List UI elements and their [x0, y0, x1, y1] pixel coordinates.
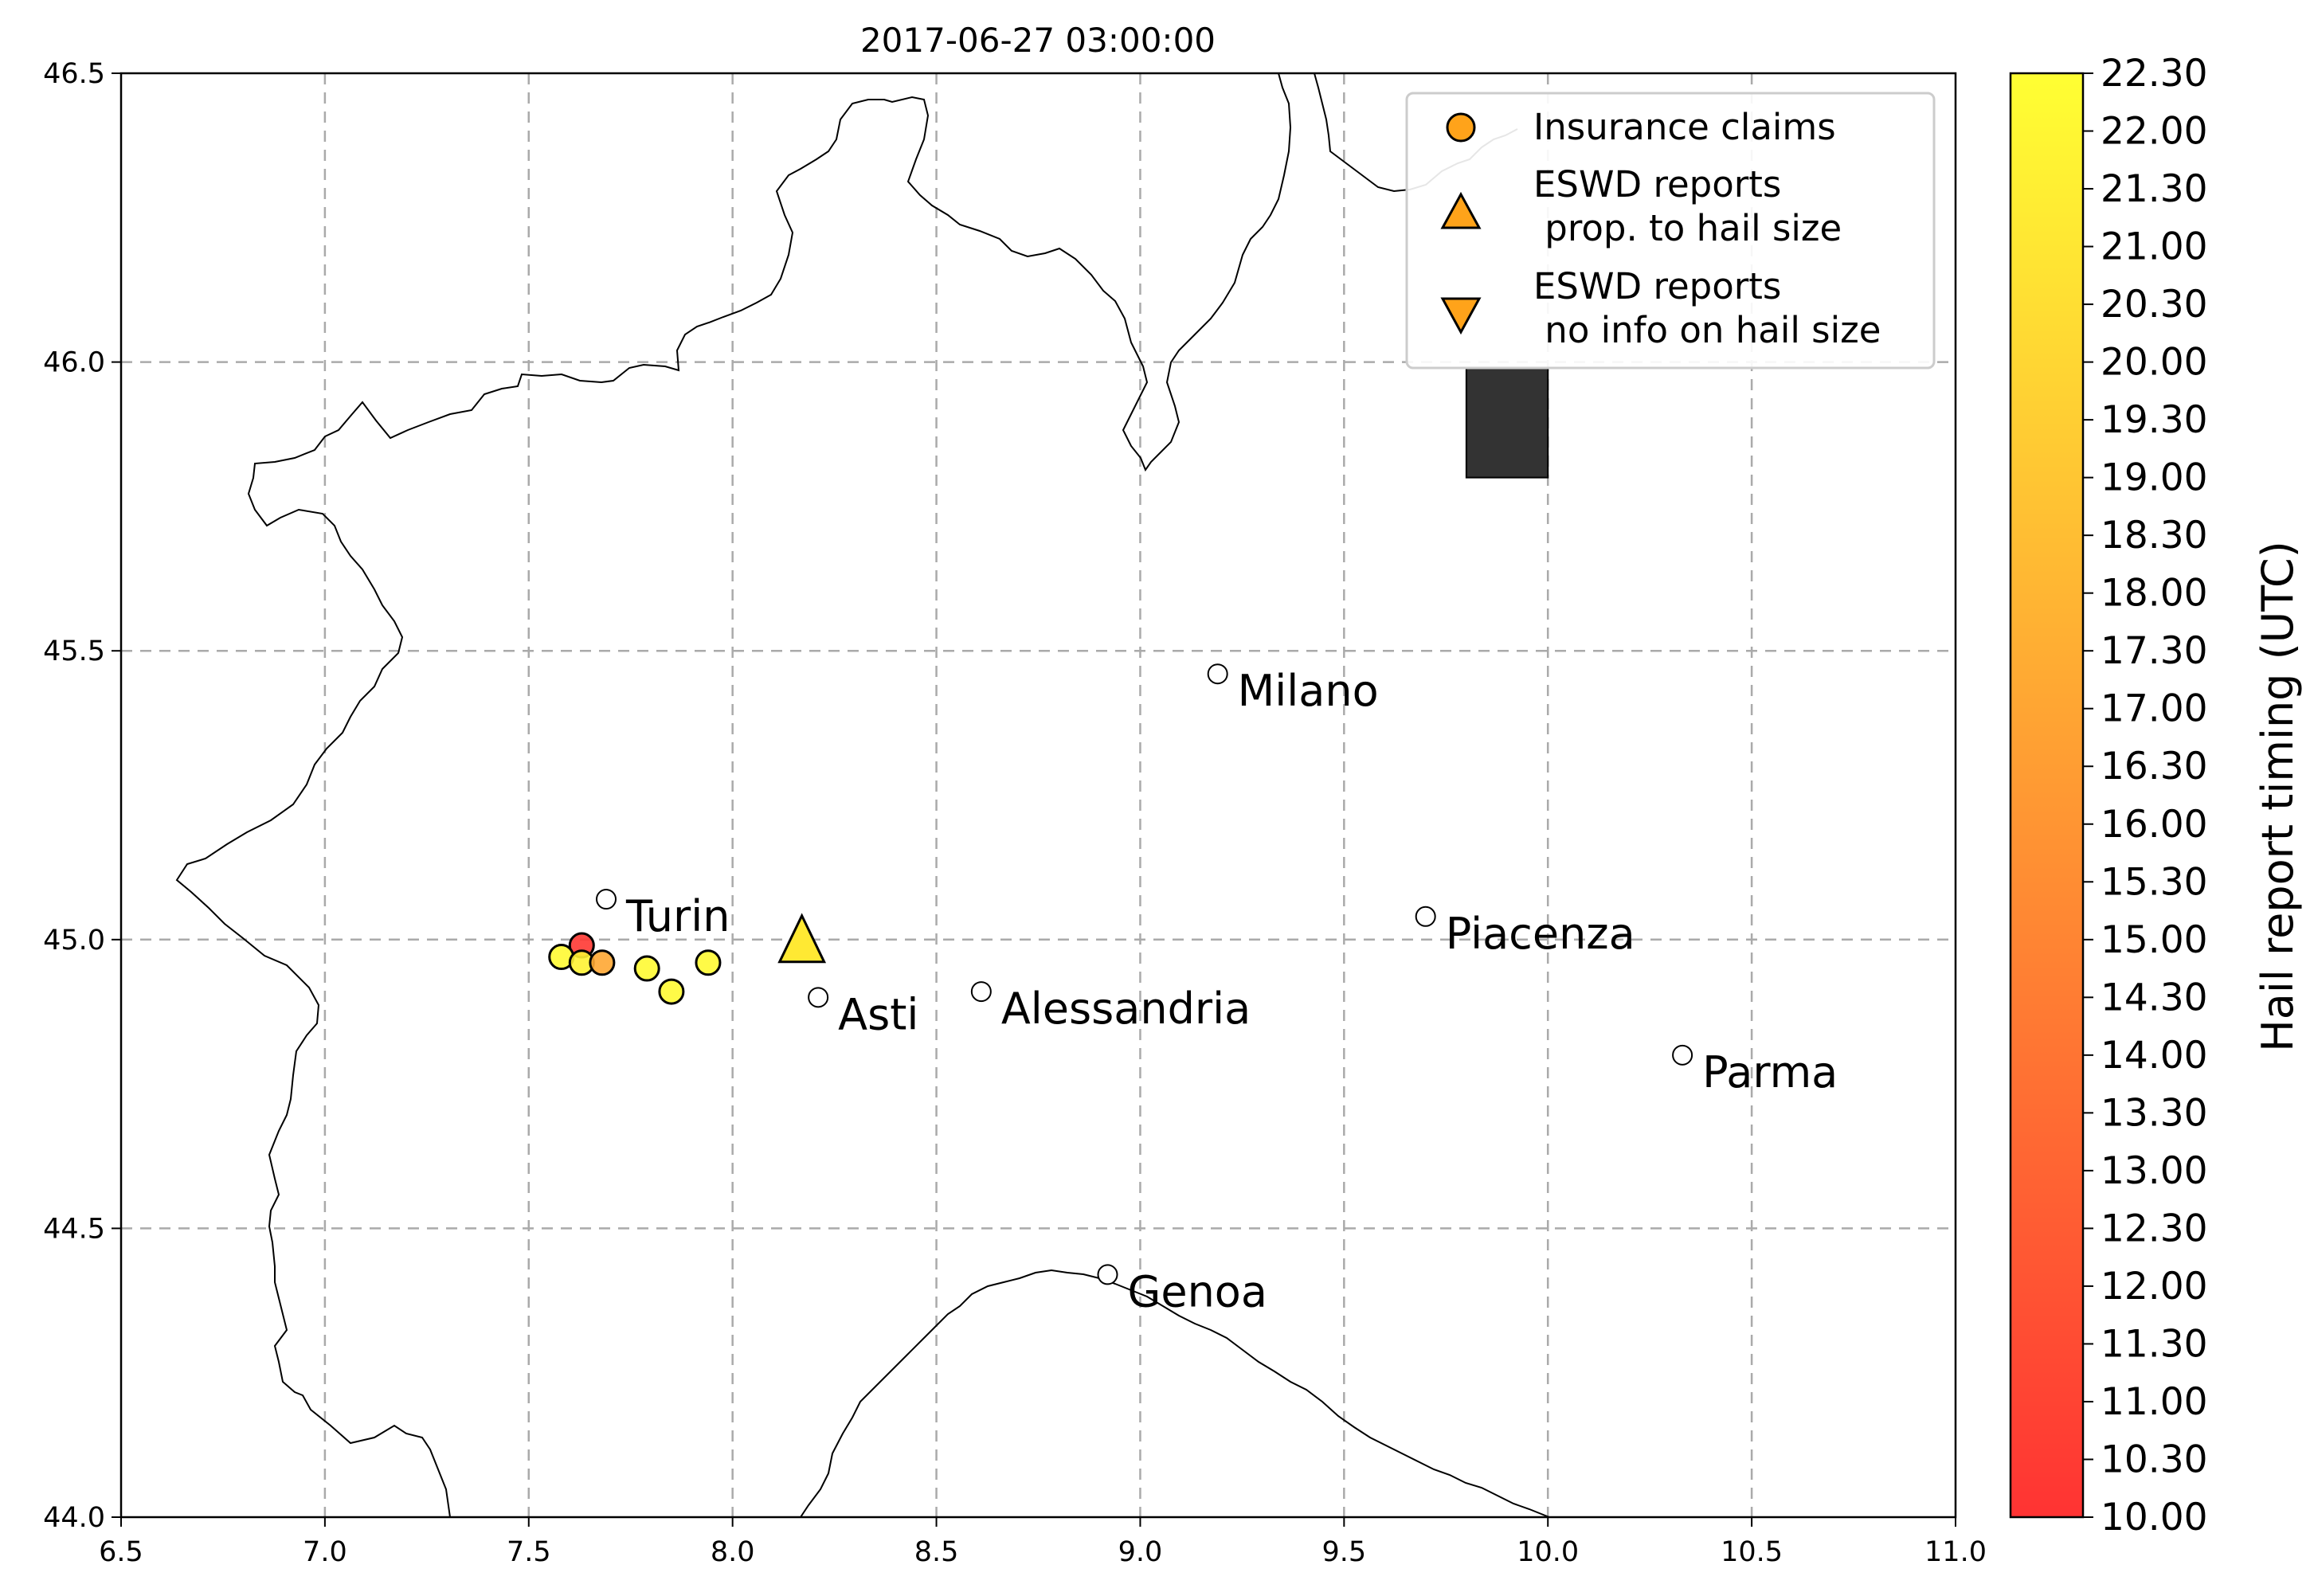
x-tick-label: 8.0	[711, 1536, 755, 1568]
colorbar-ticks: 10.00 10.30 11.00 11.30 12.00 12.30 13.00 13.30…	[2083, 52, 2208, 1539]
colorbar-tick-label: 17.30	[2101, 629, 2208, 673]
legend-label-eswd-noinfo-2: no info on hail size	[1533, 309, 1881, 351]
colorbar-tick-label: 13.30	[2101, 1091, 2208, 1135]
x-tick-label: 7.5	[507, 1536, 551, 1568]
colorbar-tick-label: 18.00	[2101, 572, 2208, 616]
city-marker-turin	[596, 889, 617, 910]
colorbar-tick-label: 16.00	[2101, 803, 2208, 847]
legend-circle-marker	[1446, 112, 1476, 143]
city-marker-milano	[1207, 663, 1228, 685]
border-alps-west	[175, 73, 1292, 1517]
y-tick-label: 46.0	[43, 347, 105, 379]
city-label-alessandria: Alessandria	[1001, 984, 1251, 1034]
city-label-turin: Turin	[625, 891, 730, 941]
x-tick-label: 10.0	[1517, 1536, 1579, 1568]
colorbar-tick-label: 12.00	[2101, 1265, 2208, 1308]
colorbar-title: Hail report timing (UTC)	[2253, 541, 2303, 1052]
radar-coverage-box	[1465, 366, 1549, 479]
city-marker-genoa	[1097, 1264, 1118, 1285]
city-label-piacenza: Piacenza	[1446, 909, 1635, 959]
map-title: 2017-06-27 03:00:00	[860, 21, 1216, 60]
colorbar-tick-label: 13.00	[2101, 1149, 2208, 1193]
colorbar-tick-label: 11.00	[2101, 1380, 2208, 1424]
insurance-claim-markers	[548, 932, 722, 1005]
city-label-asti: Asti	[838, 989, 918, 1039]
insurance-claim-marker	[589, 949, 616, 976]
legend-label-eswd-noinfo-1: ESWD reports	[1533, 265, 1781, 307]
colorbar-tick-label: 15.30	[2101, 860, 2208, 904]
city-label-genoa: Genoa	[1128, 1266, 1267, 1316]
colorbar: 10.00 10.30 11.00 11.30 12.00 12.30 13.00 13.30…	[2009, 52, 2303, 1539]
city-marker-alessandria	[970, 981, 992, 1003]
eswd-report-marker	[777, 913, 827, 964]
colorbar-tick-label: 18.30	[2101, 514, 2208, 557]
insurance-claim-marker	[633, 955, 660, 982]
colorbar-tick-label: 20.30	[2101, 283, 2208, 327]
legend-label-eswd-size-1: ESWD reports	[1533, 163, 1781, 205]
eswd-report-markers	[777, 913, 827, 964]
colorbar-tick-label: 14.00	[2101, 1034, 2208, 1078]
x-tick-label: 6.5	[99, 1536, 143, 1568]
city-markers: Turin Asti Alessandria Milano Piacenza Parma G…	[596, 663, 1838, 1316]
legend-triangle-down-marker	[1440, 297, 1482, 335]
colorbar-tick-label: 15.00	[2101, 918, 2208, 962]
colorbar-tick-label: 19.00	[2101, 456, 2208, 500]
legend-triangle-up-marker	[1440, 191, 1482, 229]
x-axis-ticks: 6.5 7.0 7.5 8.0 8.5 9.0 9.5 10.0 10.5 11.0	[99, 1517, 1987, 1568]
x-tick-label: 9.5	[1321, 1536, 1366, 1568]
legend-label-insurance: Insurance claims	[1533, 106, 1836, 148]
city-marker-piacenza	[1415, 906, 1436, 927]
colorbar-tick-label: 16.30	[2101, 745, 2208, 788]
colorbar-tick-label: 20.00	[2101, 341, 2208, 385]
x-tick-label: 7.0	[303, 1536, 347, 1568]
y-tick-label: 46.5	[43, 58, 105, 90]
colorbar-tick-label: 10.30	[2101, 1438, 2208, 1481]
x-tick-label: 10.5	[1721, 1536, 1783, 1568]
colorbar-tick-label: 22.30	[2101, 52, 2208, 96]
y-tick-label: 45.5	[43, 636, 105, 667]
legend: Insurance claims ESWD reports prop. to h…	[1405, 92, 1936, 370]
x-tick-label: 11.0	[1924, 1536, 1987, 1568]
colorbar-tick-label: 10.00	[2101, 1496, 2208, 1539]
colorbar-tick-label: 11.30	[2101, 1322, 2208, 1366]
legend-label-eswd-size-2: prop. to hail size	[1533, 207, 1842, 249]
colorbar-tick-label: 14.30	[2101, 976, 2208, 1019]
colorbar-gradient	[2009, 72, 2085, 1519]
x-tick-label: 8.5	[914, 1536, 959, 1568]
insurance-claim-marker	[695, 949, 722, 976]
colorbar-tick-label: 21.00	[2101, 225, 2208, 269]
colorbar-tick-label: 22.00	[2101, 110, 2208, 154]
insurance-claim-marker	[658, 978, 685, 1005]
y-axis-ticks: 44.0 44.5 45.0 45.5 46.0 46.5	[43, 58, 121, 1534]
y-tick-label: 45.0	[43, 925, 105, 956]
legend-box	[1405, 92, 1936, 370]
x-tick-label: 9.0	[1118, 1536, 1163, 1568]
city-label-parma: Parma	[1702, 1047, 1838, 1097]
coast-ligurian	[800, 1269, 1550, 1517]
colorbar-tick-label: 19.30	[2101, 398, 2208, 442]
city-marker-parma	[1672, 1044, 1693, 1066]
colorbar-tick-label: 17.00	[2101, 687, 2208, 731]
y-tick-label: 44.5	[43, 1213, 105, 1245]
colorbar-tick-label: 12.30	[2101, 1207, 2208, 1250]
city-marker-asti	[808, 987, 829, 1008]
plot-frame	[119, 72, 1957, 1519]
city-label-milano: Milano	[1238, 666, 1379, 716]
y-tick-label: 44.0	[43, 1502, 105, 1534]
colorbar-tick-label: 21.30	[2101, 167, 2208, 211]
